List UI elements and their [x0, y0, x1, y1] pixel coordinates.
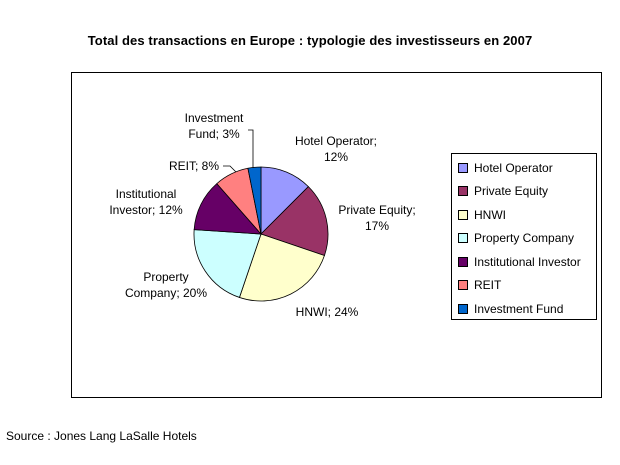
- legend-swatch: [458, 186, 468, 197]
- legend-item-property-company: Property Company: [452, 227, 596, 251]
- data-label-investment-fund: Investment Fund; 3%: [185, 111, 244, 141]
- legend-item-hotel-operator: Hotel Operator: [452, 156, 596, 180]
- pie-slice-investment-fund: [247, 166, 262, 235]
- pie-slice-hnwi: [238, 233, 325, 302]
- legend: Hotel Operator Private Equity HNWI Property…: [451, 153, 597, 320]
- legend-label: Private Equity: [474, 184, 549, 199]
- data-label-private-equity: Private Equity; 17%: [338, 203, 415, 233]
- legend-swatch: [458, 233, 468, 244]
- data-label-reit: REIT; 8%: [169, 159, 219, 173]
- legend-item-private-equity: Private Equity: [452, 180, 596, 204]
- legend-swatch: [458, 209, 468, 220]
- legend-item-reit: REIT: [452, 274, 596, 298]
- pie-slice-property-company: [193, 229, 262, 298]
- data-label-property-company: Property Company; 20%: [125, 270, 207, 300]
- data-label-hotel-operator: Hotel Operator; 12%: [295, 134, 377, 164]
- legend-swatch: [458, 256, 468, 267]
- legend-item-investment-fund: Investment Fund: [452, 297, 596, 321]
- leader-line-reit: [223, 165, 237, 173]
- legend-swatch: [458, 162, 468, 173]
- pie-slice-private-equity: [260, 186, 329, 257]
- legend-label: REIT: [474, 278, 502, 293]
- data-label-hnwi: HNWI; 24%: [296, 305, 359, 319]
- legend-swatch: [458, 303, 468, 314]
- legend-label: HNWI: [474, 207, 506, 222]
- source-note: Source : Jones Lang LaSalle Hotels: [6, 429, 197, 443]
- legend-label: Hotel Operator: [474, 160, 553, 175]
- data-label-institutional-investor: Institutional Investor; 12%: [109, 187, 183, 217]
- legend-label: Institutional Investor: [474, 254, 581, 269]
- chart-title: Total des transactions en Europe : typol…: [87, 33, 533, 48]
- legend-swatch: [458, 280, 468, 291]
- legend-item-institutional-investor: Institutional Investor: [452, 250, 596, 274]
- leader-line-investment-fund: [248, 129, 254, 168]
- legend-item-hnwi: HNWI: [452, 203, 596, 227]
- legend-label: Investment Fund: [474, 301, 564, 316]
- legend-label: Property Company: [474, 231, 575, 246]
